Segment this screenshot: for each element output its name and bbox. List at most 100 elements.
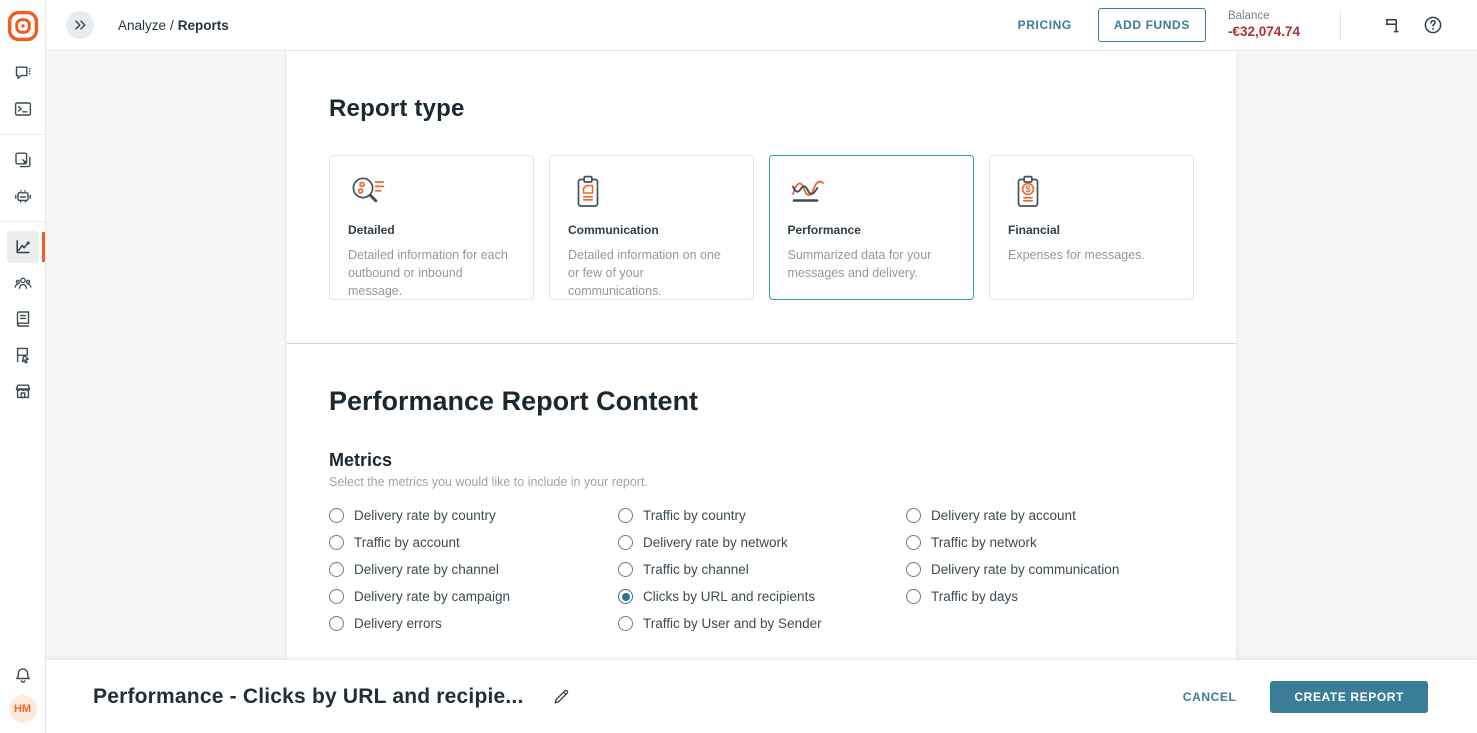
radio-icon (906, 535, 921, 550)
radio-icon (618, 535, 633, 550)
whats-new-flag-icon[interactable] (1377, 11, 1407, 39)
metric-option[interactable]: Delivery rate by channel (329, 562, 618, 577)
report-type-cards: Detailed Detailed information for each o… (329, 155, 1194, 300)
topbar-divider (1340, 11, 1341, 39)
create-report-button[interactable]: CREATE REPORT (1270, 680, 1428, 713)
sidebar-item-people[interactable] (0, 265, 45, 301)
report-type-card-detailed[interactable]: Detailed Detailed information for each o… (329, 155, 534, 300)
cancel-button[interactable]: CANCEL (1182, 689, 1237, 704)
marketplace-icon (7, 375, 39, 407)
metric-option[interactable]: Delivery rate by network (618, 535, 906, 550)
metric-option[interactable]: Traffic by network (906, 535, 1194, 550)
card-description: Expenses for messages. (1008, 248, 1145, 262)
sidebar-item-flow[interactable] (0, 337, 45, 373)
radio-icon (618, 616, 633, 631)
breadcrumb-analyze[interactable]: Analyze (118, 17, 167, 33)
metrics-column-2: Traffic by country Delivery rate by netw… (618, 508, 906, 643)
frames-icon (7, 144, 39, 176)
sidebar-item-frames[interactable] (0, 142, 45, 178)
metrics-title: Metrics (329, 450, 393, 470)
metric-label: Delivery errors (354, 616, 442, 631)
catalog-icon (7, 303, 39, 335)
metric-option[interactable]: Traffic by User and by Sender (618, 616, 906, 631)
waves-chart-icon (788, 173, 956, 217)
metric-option[interactable]: Traffic by days (906, 589, 1194, 604)
add-funds-button[interactable]: ADD FUNDS (1097, 8, 1206, 42)
notifications-bell-icon[interactable] (13, 666, 33, 686)
metric-label: Traffic by User and by Sender (643, 616, 822, 631)
metric-label: Delivery rate by communication (931, 562, 1120, 577)
double-chevron-right-icon (73, 18, 87, 32)
infobip-logo[interactable] (0, 0, 45, 51)
card-label: Performance (787, 222, 861, 237)
sidebar-item-marketplace[interactable] (0, 373, 45, 409)
metric-label: Delivery rate by country (354, 508, 496, 523)
flow-flag-icon (7, 339, 39, 371)
metric-option[interactable]: Delivery errors (329, 616, 618, 631)
metric-option[interactable]: Traffic by channel (618, 562, 906, 577)
terminal-icon (7, 93, 39, 125)
metric-label: Traffic by country (643, 508, 746, 523)
metric-label: Delivery rate by campaign (354, 589, 511, 604)
performance-content-section: Performance Report Content Metrics Selec… (287, 344, 1236, 643)
metric-label: Clicks by URL and recipients (643, 589, 816, 604)
sidebar-divider (0, 221, 45, 222)
create-report-panel: Report type Detailed Detailed informatio (287, 51, 1236, 660)
metric-label: Traffic by network (931, 535, 1037, 550)
metrics-column-1: Delivery rate by country Traffic by acco… (329, 508, 618, 643)
radio-icon (329, 508, 344, 523)
main-area: Report type Detailed Detailed informatio (46, 51, 1477, 660)
metric-label: Delivery rate by account (931, 508, 1076, 523)
radio-icon (329, 589, 344, 604)
balance: Balance -€32,074.74 (1228, 9, 1300, 40)
clipboard-message-icon (568, 173, 735, 217)
sidebar-item-conversations[interactable] (0, 55, 45, 91)
magnifier-list-icon (348, 173, 515, 217)
svg-text:$: $ (1025, 184, 1030, 194)
sidebar-item-terminal[interactable] (0, 91, 45, 127)
analytics-icon (6, 231, 39, 263)
metric-option[interactable]: Delivery rate by account (906, 508, 1194, 523)
metric-option[interactable]: Clicks by URL and recipients (618, 589, 906, 604)
people-icon (7, 267, 39, 299)
sidebar-item-chatbot[interactable] (0, 178, 45, 214)
report-type-card-communication[interactable]: Communication Detailed information on on… (549, 155, 754, 300)
metric-option[interactable]: Traffic by account (329, 535, 618, 550)
metrics-subtitle: Select the metrics you would like to inc… (329, 475, 648, 489)
footer-action-bar: Performance - Clicks by URL and recipie.… (46, 660, 1477, 733)
metric-label: Delivery rate by channel (354, 562, 499, 577)
metric-option[interactable]: Delivery rate by communication (906, 562, 1194, 577)
sidebar-item-analytics[interactable] (0, 229, 45, 265)
metric-label: Traffic by channel (643, 562, 749, 577)
card-label: Financial (1008, 223, 1061, 237)
metric-option[interactable]: Delivery rate by country (329, 508, 618, 523)
report-name: Performance - Clicks by URL and recipie.… (93, 684, 524, 708)
radio-icon (906, 508, 921, 523)
section-divider (287, 343, 1236, 344)
pricing-link[interactable]: PRICING (1017, 18, 1072, 32)
report-type-card-financial[interactable]: $ Financial Expenses for messages. (989, 155, 1194, 300)
metric-label: Traffic by account (354, 535, 460, 550)
metrics-grid: Delivery rate by country Traffic by acco… (329, 508, 1194, 643)
help-icon[interactable] (1419, 11, 1447, 39)
topbar: Analyze / Reports PRICING ADD FUNDS Balanc… (46, 0, 1477, 51)
radio-icon (618, 562, 633, 577)
radio-icon (329, 535, 344, 550)
radio-icon (329, 616, 344, 631)
metric-option[interactable]: Traffic by country (618, 508, 906, 523)
breadcrumb-separator: / (170, 17, 174, 33)
collapse-sidebar-button[interactable] (66, 11, 94, 39)
chatbot-icon (7, 180, 39, 212)
balance-label: Balance (1227, 10, 1270, 23)
metric-option[interactable]: Delivery rate by campaign (329, 589, 618, 604)
pencil-icon (552, 687, 571, 706)
radio-icon (906, 562, 921, 577)
report-type-title: Report type (329, 95, 465, 122)
radio-icon (329, 562, 344, 577)
sidebar-divider (0, 134, 45, 135)
sidebar-item-catalog[interactable] (0, 301, 45, 337)
edit-report-name-button[interactable] (550, 685, 573, 708)
user-avatar[interactable]: HM (8, 695, 37, 723)
report-type-card-performance[interactable]: Performance Summarized data for your mes… (769, 155, 974, 300)
card-description: Detailed information on one or few of yo… (568, 248, 721, 299)
